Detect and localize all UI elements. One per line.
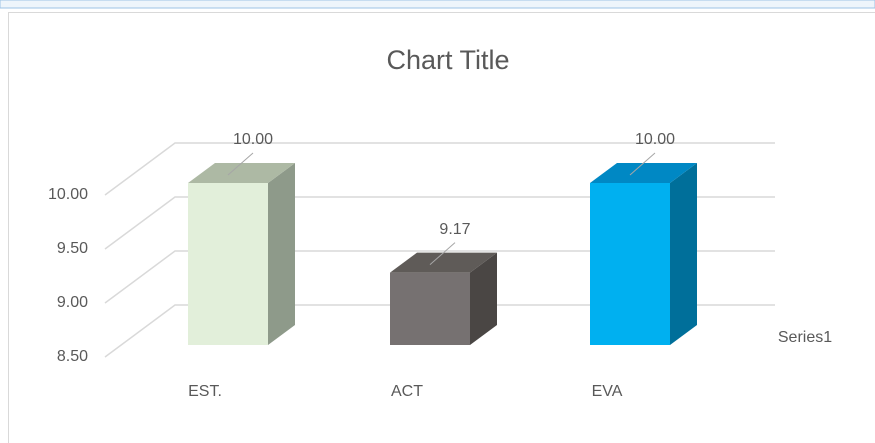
chart-area: [8, 12, 875, 443]
leader-line: [429, 242, 456, 266]
top-strip: [0, 0, 875, 9]
x-tick-label: ACT: [391, 383, 423, 400]
bar-side: [268, 163, 295, 345]
bar-top: [390, 252, 497, 273]
y-tick-label: 9.50: [57, 240, 88, 257]
grid-line: [104, 304, 775, 358]
y-tick-label: 9.00: [57, 294, 88, 311]
data-label: 10.00: [635, 131, 675, 148]
bar-top: [188, 163, 295, 183]
data-label: 10.00: [233, 131, 273, 148]
grid-line: [104, 196, 775, 250]
y-tick-label: 10.00: [48, 186, 88, 203]
data-label: 9.17: [439, 221, 470, 238]
x-tick-label: EST.: [188, 383, 222, 400]
bar-side: [670, 163, 697, 345]
x-tick-label: EVA: [592, 383, 623, 400]
chart-title: Chart Title: [386, 45, 509, 75]
bar-top: [590, 163, 697, 183]
grid-line: [104, 142, 775, 196]
bar: [590, 183, 670, 345]
bar: [390, 272, 470, 345]
bar-side: [470, 252, 497, 345]
y-tick-label: 8.50: [57, 348, 88, 365]
series-label: Series1: [778, 329, 832, 346]
leader-line: [227, 152, 254, 176]
leader-line: [629, 152, 656, 176]
grid-line: [104, 250, 775, 304]
bar: [188, 183, 268, 345]
